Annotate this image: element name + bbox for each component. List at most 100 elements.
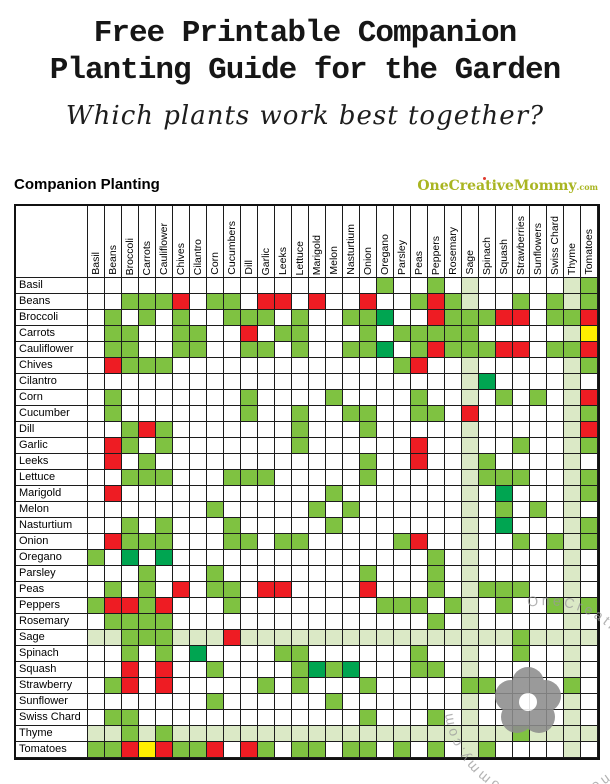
grid-cell [241,646,258,662]
grid-cell [173,294,190,310]
grid-cell [207,310,224,326]
grid-cell [547,662,564,678]
grid-cell [224,422,241,438]
grid-cell [190,646,207,662]
grid-cell [156,358,173,374]
grid-cell [564,630,581,646]
grid-cell [139,646,156,662]
grid-cell [394,726,411,742]
grid-cell [343,406,360,422]
grid-cell [105,438,122,454]
grid-cell [411,662,428,678]
grid-cell [190,502,207,518]
grid-cell [156,582,173,598]
grid-cell [343,630,360,646]
grid-cell [496,518,513,534]
grid-cell [241,630,258,646]
grid-cell [530,390,547,406]
grid-cell [428,294,445,310]
grid-cell [581,406,598,422]
grid-cell [496,358,513,374]
grid-cell [241,470,258,486]
grid-cell [309,550,326,566]
grid-cell [564,550,581,566]
grid-cell [224,502,241,518]
grid-cell [258,566,275,582]
grid-cell [173,550,190,566]
grid-cell [122,310,139,326]
grid-cell [530,486,547,502]
grid-cell [581,326,598,342]
grid-cell [326,502,343,518]
grid-cell [496,422,513,438]
grid-cell [445,422,462,438]
grid-cell [411,726,428,742]
grid-cell [156,534,173,550]
row-header-tomatoes: Tomatoes [16,742,88,758]
grid-cell [513,422,530,438]
grid-cell [88,630,105,646]
grid-cell [360,374,377,390]
grid-cell [394,534,411,550]
grid-cell [411,582,428,598]
grid-cell [513,310,530,326]
row-header-sunflower: Sunflower [16,694,88,710]
grid-cell [343,694,360,710]
grid-cell [513,374,530,390]
grid-cell [139,678,156,694]
grid-cell [156,486,173,502]
grid-cell [258,726,275,742]
column-header-garlic: Garlic [258,206,275,278]
row-header-nasturtium: Nasturtium [16,518,88,534]
grid-cell [156,470,173,486]
grid-cell [530,710,547,726]
grid-cell [88,534,105,550]
grid-cell [88,470,105,486]
grid-cell [309,582,326,598]
grid-cell [530,470,547,486]
grid-cell [190,598,207,614]
grid-cell [445,598,462,614]
grid-cell [360,454,377,470]
grid-cell [224,598,241,614]
grid-cell [479,502,496,518]
grid-cell [479,646,496,662]
grid-cell [530,662,547,678]
grid-cell [258,694,275,710]
grid-cell [88,422,105,438]
grid-cell [564,678,581,694]
grid-cell [445,726,462,742]
grid-cell [224,726,241,742]
grid-cell [309,598,326,614]
grid-cell [326,278,343,294]
grid-cell [581,678,598,694]
grid-cell [275,454,292,470]
grid-cell [360,646,377,662]
grid-cell [581,582,598,598]
grid-cell [190,518,207,534]
grid-cell [292,294,309,310]
grid-cell [309,662,326,678]
grid-cell [122,678,139,694]
grid-cell [445,326,462,342]
grid-cell [326,550,343,566]
grid-cell [88,694,105,710]
grid-cell [411,486,428,502]
grid-cell [581,694,598,710]
grid-cell [309,694,326,710]
grid-cell [241,454,258,470]
grid-cell [156,726,173,742]
grid-cell [88,454,105,470]
grid-cell [207,662,224,678]
grid-cell [241,294,258,310]
column-header-chives: Chives [173,206,190,278]
grid-cell [377,646,394,662]
grid-cell [190,438,207,454]
grid-cell [394,614,411,630]
grid-cell [224,342,241,358]
grid-cell [122,358,139,374]
grid-cell [156,630,173,646]
grid-cell [190,454,207,470]
grid-cell [479,582,496,598]
grid-cell [173,406,190,422]
